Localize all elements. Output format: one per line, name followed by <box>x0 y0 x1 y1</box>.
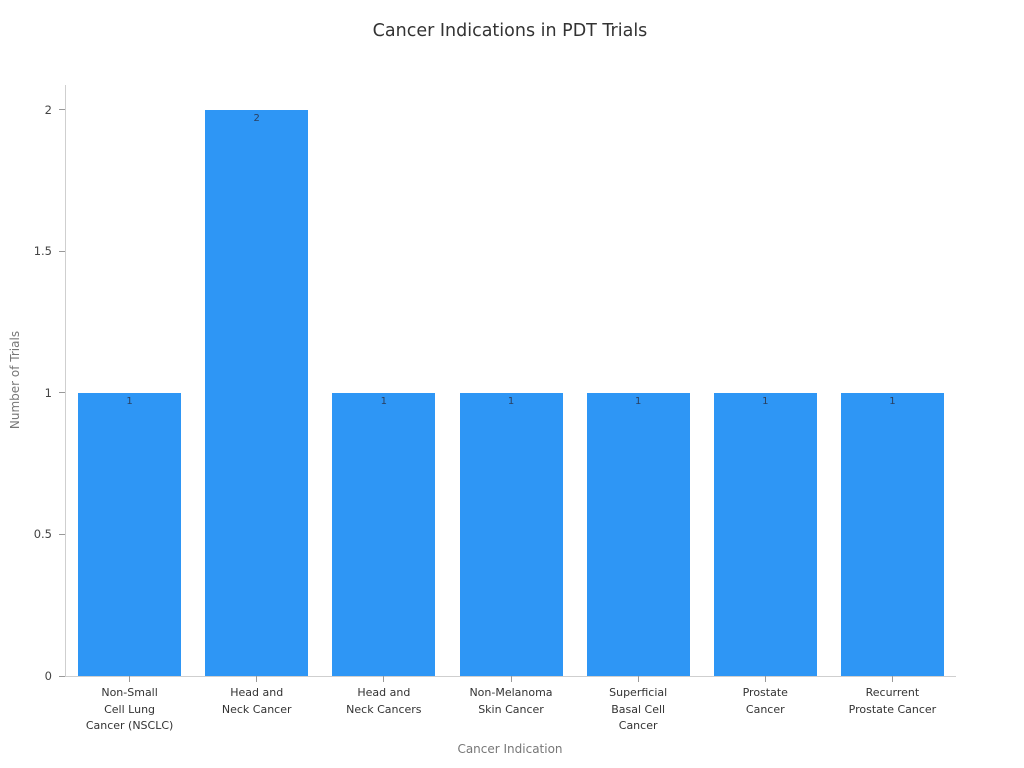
y-tick-mark <box>59 392 65 394</box>
x-tick-label: Head and Neck Cancer <box>221 686 292 716</box>
bar: 2 <box>205 109 309 676</box>
x-tick-mark <box>510 676 512 682</box>
bar-value-label: 1 <box>507 395 515 407</box>
x-axis-title: Cancer Indication <box>457 742 563 756</box>
bar: 1 <box>332 392 436 676</box>
bar-value-label: 1 <box>762 395 769 407</box>
x-tick-label: Prostate Cancer <box>742 686 788 716</box>
bar-value-label: 1 <box>634 395 642 407</box>
bar: 1 <box>459 392 563 676</box>
bar: 1 <box>78 392 182 676</box>
x-tick-label: Non-Melanoma Skin Cancer <box>469 686 553 716</box>
x-tick-mark <box>891 676 893 682</box>
y-tick-mark <box>59 109 65 111</box>
y-tick-label: 1 <box>44 385 52 400</box>
bar-value-label: 1 <box>889 395 896 407</box>
y-tick-mark <box>59 250 65 252</box>
x-tick-label: Non-Small Cell Lung Cancer (NSCLC) <box>85 686 174 732</box>
x-tick-mark <box>256 676 258 682</box>
x-tick-mark <box>383 676 385 682</box>
x-tick-mark <box>764 676 766 682</box>
x-tick-label: Recurrent Prostate Cancer <box>848 686 937 716</box>
y-tick-mark <box>59 675 65 677</box>
plot-area: 0 0.5 1 1.5 2 1 Non-Small Cell Lung Cancer (NS… <box>34 85 956 732</box>
bar: 1 <box>713 392 817 676</box>
chart-title: Cancer Indications in PDT Trials <box>372 21 648 41</box>
bar-value-label: 1 <box>126 395 133 407</box>
y-tick-mark <box>59 533 65 535</box>
bar: 1 <box>840 392 944 676</box>
x-tick-mark <box>637 676 639 682</box>
y-tick-label: 2 <box>44 102 52 117</box>
bar-value-label: 2 <box>253 112 260 124</box>
y-tick-label: 0.5 <box>33 527 52 542</box>
y-axis-title: Number of Trials <box>8 330 22 430</box>
bar: 1 <box>586 392 690 676</box>
bar-value-label: 1 <box>380 395 388 407</box>
x-tick-label: Head and Neck Cancers <box>346 686 422 716</box>
x-tick-mark <box>129 676 131 682</box>
y-tick-label: 0 <box>44 669 52 683</box>
x-tick-label: Superficial Basal Cell Cancer <box>609 686 668 732</box>
y-tick-label: 1.5 <box>33 244 52 259</box>
